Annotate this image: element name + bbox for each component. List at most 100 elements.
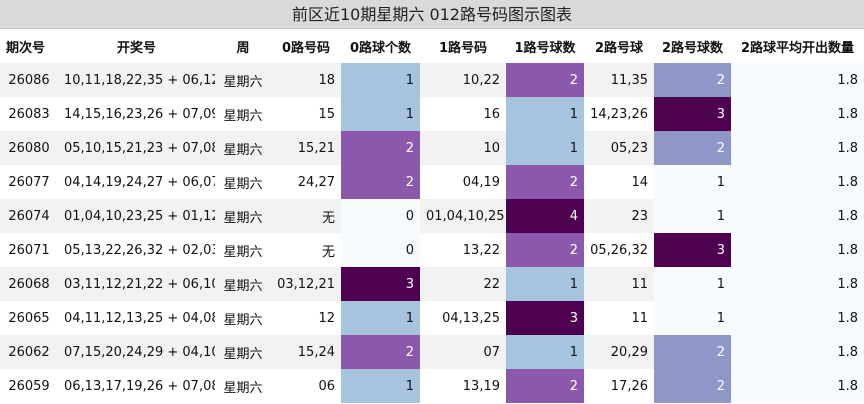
week-cell: 星期六 <box>215 233 271 267</box>
r2-avg-cell: 1.8 <box>731 199 864 233</box>
r2-avg-cell: 1.8 <box>731 97 864 131</box>
r1-numbers-cell: 16 <box>420 97 506 131</box>
numbers-cell: 06,13,17,19,26 + 07,08 <box>58 369 215 403</box>
table-row: 26080 05,10,15,21,23 + 07,08 星期六 15,21 2 10 1 0… <box>0 131 864 165</box>
numbers-cell: 05,10,15,21,23 + 07,08 <box>58 131 215 165</box>
r0-count-cell: 1 <box>341 369 420 403</box>
r2-count-cell: 2 <box>654 335 731 369</box>
r1-count-cell: 2 <box>506 165 584 199</box>
chart-title: 前区近10期星期六 012路号码图示图表 <box>0 0 864 29</box>
r2-numbers-cell: 11,35 <box>584 63 654 97</box>
numbers-cell: 01,04,10,23,25 + 01,12 <box>58 199 215 233</box>
table-row: 26074 01,04,10,23,25 + 01,12 星期六无 0 01,04,10… <box>0 199 864 233</box>
r0-count-cell: 1 <box>341 63 420 97</box>
r0-count-cell: 1 <box>341 97 420 131</box>
header-row: 期次号 开奖号 周 0路号码 0路球个数 1路号码 1路号球数 2路号球 2路号… <box>0 29 864 63</box>
week-cell: 星期六 <box>215 267 271 301</box>
col-header-issue[interactable]: 期次号 <box>0 29 58 63</box>
r2-avg-cell: 1.8 <box>731 267 864 301</box>
r0-numbers-cell: 03,12,21 <box>271 267 341 301</box>
r1-numbers-cell: 10,22 <box>420 63 506 97</box>
table-row: 26086 10,11,18,22,35 + 06,12 星期六 18 1 10,22 2 1… <box>0 63 864 97</box>
r1-numbers-cell: 04,19 <box>420 165 506 199</box>
r2-count-cell: 1 <box>654 301 731 335</box>
r0-numbers-cell: 无 <box>271 233 341 267</box>
week-cell: 星期六 <box>215 165 271 199</box>
table-row: 26068 03,11,12,21,22 + 06,10 星期六 03,12,21 3 2… <box>0 267 864 301</box>
r1-count-cell: 2 <box>506 369 584 403</box>
week-cell: 星期六 <box>215 63 271 97</box>
r2-numbers-cell: 11 <box>584 267 654 301</box>
r2-numbers-cell: 23 <box>584 199 654 233</box>
issue-cell: 26077 <box>0 165 58 199</box>
col-header-numbers[interactable]: 开奖号 <box>58 29 215 63</box>
r2-count-cell: 1 <box>654 267 731 301</box>
issue-cell: 26062 <box>0 335 58 369</box>
numbers-cell: 03,11,12,21,22 + 06,10 <box>58 267 215 301</box>
table-row: 26077 04,14,19,24,27 + 06,07 星期六 24,27 2 04,1… <box>0 165 864 199</box>
data-table: 期次号 开奖号 周 0路号码 0路球个数 1路号码 1路号球数 2路号球 2路号… <box>0 29 864 403</box>
r1-count-cell: 3 <box>506 301 584 335</box>
r0-count-cell: 2 <box>341 131 420 165</box>
col-header-r0[interactable]: 0路号码 <box>271 29 341 63</box>
r2-avg-cell: 1.8 <box>731 165 864 199</box>
r1-count-cell: 4 <box>506 199 584 233</box>
table-row: 26059 06,13,17,19,26 + 07,08 星期六 06 1 13,19 2 1… <box>0 369 864 403</box>
numbers-cell: 07,15,20,24,29 + 04,10 <box>58 335 215 369</box>
table-row: 26062 07,15,20,24,29 + 04,10 星期六 15,24 2 07 1 2… <box>0 335 864 369</box>
issue-cell: 26083 <box>0 97 58 131</box>
r2-avg-cell: 1.8 <box>731 369 864 403</box>
r0-count-cell: 3 <box>341 267 420 301</box>
numbers-cell: 05,13,22,26,32 + 02,03 <box>58 233 215 267</box>
week-cell: 星期六 <box>215 301 271 335</box>
r2-numbers-cell: 14,23,26 <box>584 97 654 131</box>
col-header-r0-count[interactable]: 0路球个数 <box>341 29 420 63</box>
numbers-cell: 04,14,19,24,27 + 06,07 <box>58 165 215 199</box>
col-header-r1[interactable]: 1路号码 <box>420 29 506 63</box>
table-row: 26071 05,13,22,26,32 + 02,03 星期六无 0 13,22 2 05… <box>0 233 864 267</box>
r1-numbers-cell: 04,13,25 <box>420 301 506 335</box>
col-header-r1-count[interactable]: 1路号球数 <box>506 29 584 63</box>
r0-numbers-cell: 24,27 <box>271 165 341 199</box>
issue-cell: 26080 <box>0 131 58 165</box>
col-header-r2-count[interactable]: 2路号球数 <box>654 29 731 63</box>
r2-count-cell: 2 <box>654 63 731 97</box>
numbers-cell: 04,11,12,13,25 + 04,08 <box>58 301 215 335</box>
r0-numbers-cell: 18 <box>271 63 341 97</box>
r2-numbers-cell: 11 <box>584 301 654 335</box>
r2-count-cell: 1 <box>654 199 731 233</box>
week-cell: 星期六 <box>215 335 271 369</box>
r2-avg-cell: 1.8 <box>731 335 864 369</box>
r1-numbers-cell: 13,19 <box>420 369 506 403</box>
r2-count-cell: 2 <box>654 131 731 165</box>
r0-numbers-cell: 无 <box>271 199 341 233</box>
r2-numbers-cell: 14 <box>584 165 654 199</box>
r2-avg-cell: 1.8 <box>731 63 864 97</box>
table-row: 26083 14,15,16,23,26 + 07,09 星期六 15 1 16 1 14,2… <box>0 97 864 131</box>
r0-count-cell: 2 <box>341 335 420 369</box>
r2-count-cell: 3 <box>654 233 731 267</box>
r1-count-cell: 1 <box>506 335 584 369</box>
r0-numbers-cell: 06 <box>271 369 341 403</box>
r1-numbers-cell: 10 <box>420 131 506 165</box>
r0-numbers-cell: 15,24 <box>271 335 341 369</box>
col-header-r2[interactable]: 2路号球 <box>584 29 654 63</box>
issue-cell: 26074 <box>0 199 58 233</box>
r1-numbers-cell: 22 <box>420 267 506 301</box>
col-header-r2-avg[interactable]: 2路球平均开出数量 <box>731 29 864 63</box>
issue-cell: 26086 <box>0 63 58 97</box>
week-cell: 星期六 <box>215 97 271 131</box>
week-cell: 星期六 <box>215 369 271 403</box>
r2-count-cell: 3 <box>654 97 731 131</box>
col-header-week[interactable]: 周 <box>215 29 271 63</box>
week-cell: 星期六 <box>215 199 271 233</box>
r1-numbers-cell: 01,04,10,25 <box>420 199 506 233</box>
r1-count-cell: 2 <box>506 233 584 267</box>
r2-avg-cell: 1.8 <box>731 131 864 165</box>
r2-numbers-cell: 05,26,32 <box>584 233 654 267</box>
r0-numbers-cell: 15 <box>271 97 341 131</box>
r2-avg-cell: 1.8 <box>731 301 864 335</box>
issue-cell: 26065 <box>0 301 58 335</box>
r2-count-cell: 1 <box>654 165 731 199</box>
r1-numbers-cell: 07 <box>420 335 506 369</box>
